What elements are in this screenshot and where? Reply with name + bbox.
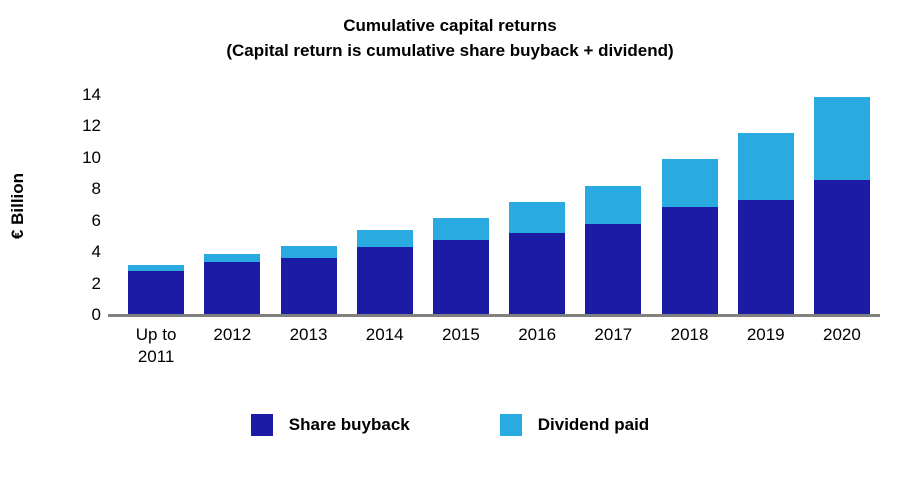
bar-segment-dividend-paid <box>585 186 642 224</box>
x-tick-label: 2014 <box>365 325 404 344</box>
bar-segment-dividend-paid <box>204 253 261 262</box>
x-tick-label: 2020 <box>823 325 861 344</box>
bar-group-6 <box>499 95 575 315</box>
bar-segment-dividend-paid <box>661 159 718 207</box>
x-tick-label: 2016 <box>518 325 557 344</box>
bar-segment-dividend-paid <box>509 201 566 234</box>
y-tick-label: 8 <box>91 179 101 199</box>
stacked-bar <box>128 264 185 315</box>
bar-segment-share-buyback <box>585 223 642 315</box>
x-tick-label: 2017 <box>594 325 633 344</box>
x-axis-labels: Up to 2011 2012 2013 2014 2015 2016 2017 2018 20… <box>118 324 880 368</box>
bar-segment-share-buyback <box>204 261 261 315</box>
bar-segment-dividend-paid <box>813 96 870 180</box>
y-tick-label: 12 <box>82 116 101 136</box>
stacked-bar <box>356 230 413 315</box>
bar-group-10 <box>804 95 880 315</box>
legend-label: Dividend paid <box>537 415 650 434</box>
stacked-bar <box>737 132 794 315</box>
x-axis-line <box>108 314 880 317</box>
legend-item-dividend-paid: Dividend paid <box>499 414 650 436</box>
chart-title-line2: (Capital return is cumulative share buyb… <box>226 40 674 60</box>
bar-group-1 <box>118 95 194 315</box>
y-axis-label: € Billion <box>8 172 27 240</box>
stacked-bar <box>813 96 870 315</box>
bar-segment-share-buyback <box>813 179 870 315</box>
chart-title-line1: Cumulative capital returns <box>343 16 557 35</box>
stacked-bar <box>204 253 261 315</box>
plot-area <box>108 95 880 317</box>
bar-segment-share-buyback <box>280 258 337 315</box>
legend-item-share-buyback: Share buyback <box>250 414 410 436</box>
bar-segment-dividend-paid <box>356 230 413 248</box>
bar-group-9 <box>728 95 804 315</box>
stacked-bar <box>432 217 489 315</box>
x-tick-label: 2019 <box>746 325 785 344</box>
bar-segment-share-buyback <box>509 233 566 315</box>
stacked-bar <box>280 245 337 315</box>
bar-segment-dividend-paid <box>280 245 337 259</box>
y-tick-label: 10 <box>82 147 101 167</box>
bar-segment-share-buyback <box>356 247 413 315</box>
y-tick-label: 14 <box>82 85 101 104</box>
legend-label: Share buyback <box>288 415 410 434</box>
bar-segment-dividend-paid <box>432 217 489 240</box>
x-tick-label: 2015 <box>442 325 480 344</box>
y-axis-ticks: 0 2 4 6 8 10 12 14 <box>55 85 107 324</box>
x-tick-label: 2012 <box>213 325 252 344</box>
bar-segment-dividend-paid <box>128 264 185 271</box>
bar-group-8 <box>651 95 727 315</box>
bar-group-3 <box>270 95 346 315</box>
x-tick-label: Up to 2011 <box>135 325 177 367</box>
bar-segment-share-buyback <box>432 239 489 315</box>
bar-segment-share-buyback <box>737 200 794 315</box>
stacked-bar <box>585 186 642 315</box>
bar-segment-share-buyback <box>128 271 185 315</box>
bar-group-5 <box>423 95 499 315</box>
chart-title: Cumulative capital returns (Capital retu… <box>0 14 900 63</box>
bar-group-4 <box>347 95 423 315</box>
y-tick-label: 0 <box>91 305 101 324</box>
y-tick-label: 2 <box>91 273 101 293</box>
bar-segment-dividend-paid <box>737 132 794 201</box>
stacked-bar <box>509 201 566 315</box>
bar-group-2 <box>194 95 270 315</box>
legend-swatch <box>499 414 522 436</box>
y-tick-label: 6 <box>91 210 101 230</box>
x-tick-label: 2018 <box>670 325 709 344</box>
legend: Share buyback Dividend paid <box>0 414 900 436</box>
legend-swatch <box>250 414 273 436</box>
stacked-bar <box>661 159 718 315</box>
x-tick-label: 2013 <box>289 325 328 344</box>
y-tick-label: 4 <box>91 242 101 262</box>
bar-group-7 <box>575 95 651 315</box>
bar-segment-share-buyback <box>661 206 718 315</box>
